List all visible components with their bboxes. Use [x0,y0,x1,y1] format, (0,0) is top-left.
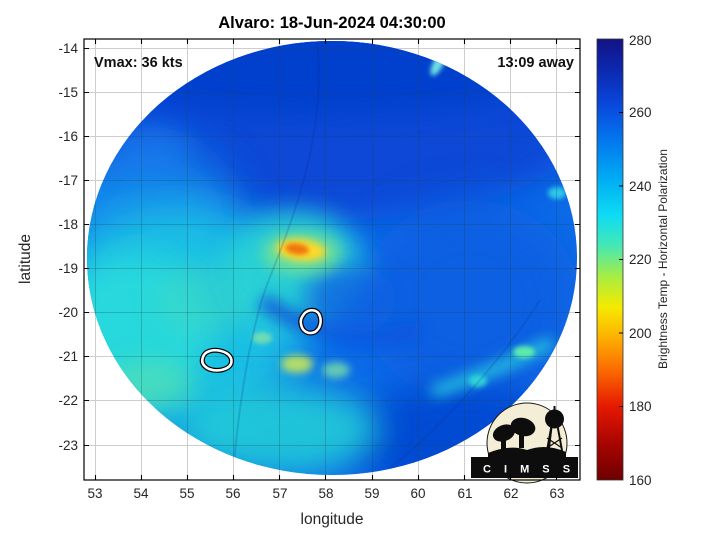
gridlines-over [87,41,577,475]
time-offset-annotation: 13:09 away [497,55,574,71]
contour-secondary [200,348,233,372]
logo-ground [488,446,566,459]
x-tick-label: 57 [272,486,287,501]
vmax-annotation: Vmax: 36 kts [94,55,183,71]
satellite-dish-right [510,417,536,437]
cb-tick-label: 240 [629,179,652,194]
x-tick-label: 53 [87,486,102,501]
x-tick-label: 59 [364,486,379,501]
x-tick-label: 58 [318,486,333,501]
y-tick-label: -15 [58,85,78,100]
x-tick-label: 54 [133,486,149,501]
cb-tick-label: 280 [629,33,652,48]
swath-seam-1 [233,41,320,463]
cb-tick-label: 220 [629,252,652,267]
y-tick-label: -17 [58,173,78,188]
colorbar-tick-labels: 280 260 240 220 200 180 160 [629,33,652,488]
convection-orange-core [285,243,309,255]
swath-seam-2 [389,299,541,469]
colorbar-ticks [619,112,623,407]
plot-title: Alvaro: 18-Jun-2024 04:30:00 [218,14,445,32]
y-tick-label: -19 [58,261,78,276]
y-tick-label: -14 [58,41,78,56]
x-tick-label: 61 [457,486,472,501]
satellite-dish-left [492,424,516,442]
rainband-streak [430,336,555,398]
colorbar: 280 260 240 220 200 180 160 Brightness T… [596,33,670,488]
y-tick-label: -18 [58,217,78,232]
x-axis-label: longitude [301,511,364,528]
y-ticks-left [84,47,89,447]
x-tick-label: 55 [179,486,194,501]
x-tick-label: 60 [410,486,425,501]
x-tick-label: 56 [225,486,240,501]
y-tick-label: -23 [58,438,78,453]
cb-tick-label: 160 [629,473,652,488]
cimss-logo-silhouette [488,406,566,459]
cimss-logo: C I M S S [471,402,578,484]
y-ticks-right [575,47,580,447]
x-ticks-bottom [94,475,558,480]
cimss-banner [471,457,578,478]
y-axis-label: latitude [17,234,34,284]
y-tick-label: -16 [58,129,78,144]
x-ticks-top [94,39,558,44]
cb-tick-label: 200 [629,326,652,341]
storm-center-contours [199,307,324,373]
water-tower-tank [545,409,564,429]
y-tick-label: -20 [58,305,78,320]
y-tick-label: -21 [58,349,78,364]
cimss-banner-text: C I M S S [483,464,575,476]
x-tick-labels: 53 54 55 56 57 58 59 60 61 62 63 [87,486,564,501]
y-tick-label: -22 [58,393,78,408]
plot-box [83,38,581,481]
colorbar-axis-label: Brightness Temp - Horizontal Polarizatio… [656,149,670,369]
cb-tick-label: 260 [629,105,652,120]
contour-center [299,308,322,335]
y-tick-labels: -14 -15 -16 -17 -18 -19 -20 -21 -22 -23 [58,41,78,453]
x-tick-label: 62 [503,486,518,501]
colorbar-bar [596,38,624,481]
cb-tick-label: 180 [629,399,652,414]
x-tick-label: 63 [549,486,564,501]
